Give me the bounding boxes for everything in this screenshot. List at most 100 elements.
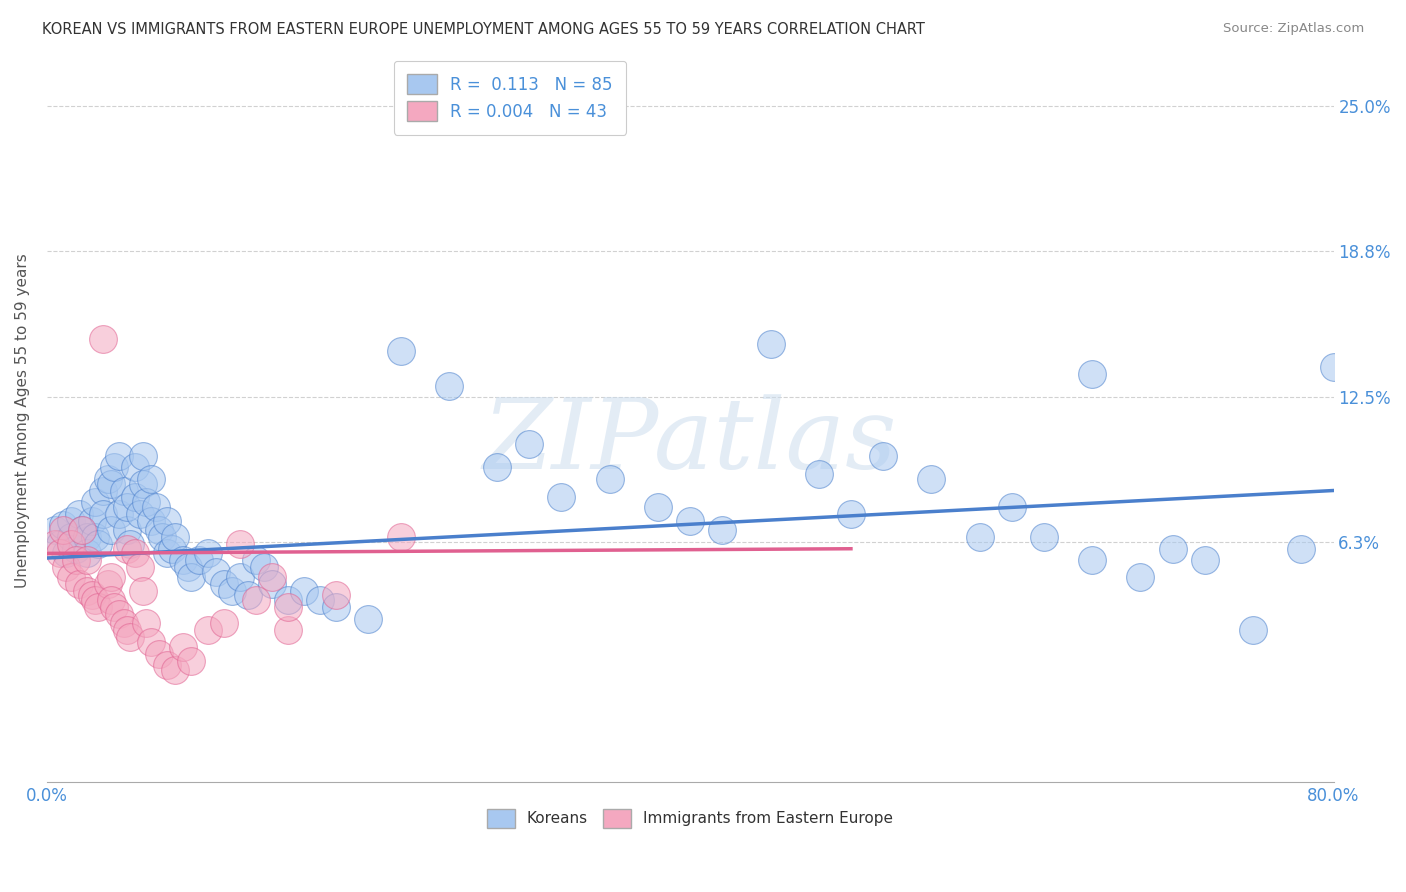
Point	[108, 607, 131, 621]
Point	[236, 588, 259, 602]
Point	[52, 523, 75, 537]
Point	[52, 518, 75, 533]
Point	[969, 530, 991, 544]
Point	[437, 378, 460, 392]
Point	[59, 514, 82, 528]
Point	[84, 530, 107, 544]
Point	[148, 647, 170, 661]
Point	[152, 530, 174, 544]
Point	[759, 336, 782, 351]
Point	[55, 560, 77, 574]
Point	[228, 537, 250, 551]
Point	[212, 576, 235, 591]
Point	[91, 332, 114, 346]
Point	[132, 583, 155, 598]
Point	[228, 570, 250, 584]
Point	[120, 537, 142, 551]
Point	[325, 599, 347, 614]
Point	[1081, 553, 1104, 567]
Point	[97, 472, 120, 486]
Text: ZIPatlas: ZIPatlas	[482, 394, 897, 490]
Point	[103, 599, 125, 614]
Point	[120, 630, 142, 644]
Point	[920, 472, 942, 486]
Point	[132, 449, 155, 463]
Point	[65, 553, 87, 567]
Point	[253, 560, 276, 574]
Point	[76, 553, 98, 567]
Point	[141, 635, 163, 649]
Point	[91, 507, 114, 521]
Point	[679, 514, 702, 528]
Point	[70, 523, 93, 537]
Point	[112, 616, 135, 631]
Legend: Koreans, Immigrants from Eastern Europe: Koreans, Immigrants from Eastern Europe	[479, 802, 901, 836]
Point	[124, 491, 146, 505]
Y-axis label: Unemployment Among Ages 55 to 59 years: Unemployment Among Ages 55 to 59 years	[15, 253, 30, 588]
Point	[87, 599, 110, 614]
Point	[97, 576, 120, 591]
Point	[1033, 530, 1056, 544]
Point	[84, 593, 107, 607]
Point	[108, 507, 131, 521]
Point	[67, 576, 90, 591]
Point	[550, 491, 572, 505]
Point	[115, 624, 138, 638]
Point	[129, 560, 152, 574]
Point	[221, 583, 243, 598]
Point	[180, 654, 202, 668]
Point	[44, 523, 66, 537]
Point	[70, 523, 93, 537]
Point	[48, 546, 70, 560]
Point	[260, 576, 283, 591]
Point	[647, 500, 669, 514]
Point	[1291, 541, 1313, 556]
Point	[59, 570, 82, 584]
Point	[165, 663, 187, 677]
Point	[180, 570, 202, 584]
Point	[172, 553, 194, 567]
Point	[115, 541, 138, 556]
Point	[177, 560, 200, 574]
Point	[67, 507, 90, 521]
Point	[91, 483, 114, 498]
Point	[129, 507, 152, 521]
Point	[839, 507, 862, 521]
Point	[357, 612, 380, 626]
Point	[135, 616, 157, 631]
Point	[389, 343, 412, 358]
Point	[156, 514, 179, 528]
Point	[100, 593, 122, 607]
Point	[599, 472, 621, 486]
Point	[100, 476, 122, 491]
Point	[141, 514, 163, 528]
Point	[44, 537, 66, 551]
Point	[212, 616, 235, 631]
Point	[80, 514, 103, 528]
Point	[135, 495, 157, 509]
Point	[145, 500, 167, 514]
Point	[160, 541, 183, 556]
Point	[84, 495, 107, 509]
Point	[389, 530, 412, 544]
Point	[1081, 367, 1104, 381]
Point	[76, 546, 98, 560]
Point	[1161, 541, 1184, 556]
Point	[100, 570, 122, 584]
Point	[165, 530, 187, 544]
Point	[188, 553, 211, 567]
Point	[486, 460, 509, 475]
Point	[115, 500, 138, 514]
Point	[65, 541, 87, 556]
Point	[48, 537, 70, 551]
Point	[309, 593, 332, 607]
Point	[124, 546, 146, 560]
Point	[156, 546, 179, 560]
Point	[277, 599, 299, 614]
Point	[277, 624, 299, 638]
Point	[292, 583, 315, 598]
Point	[132, 476, 155, 491]
Point	[807, 467, 830, 482]
Point	[1322, 359, 1344, 374]
Point	[204, 565, 226, 579]
